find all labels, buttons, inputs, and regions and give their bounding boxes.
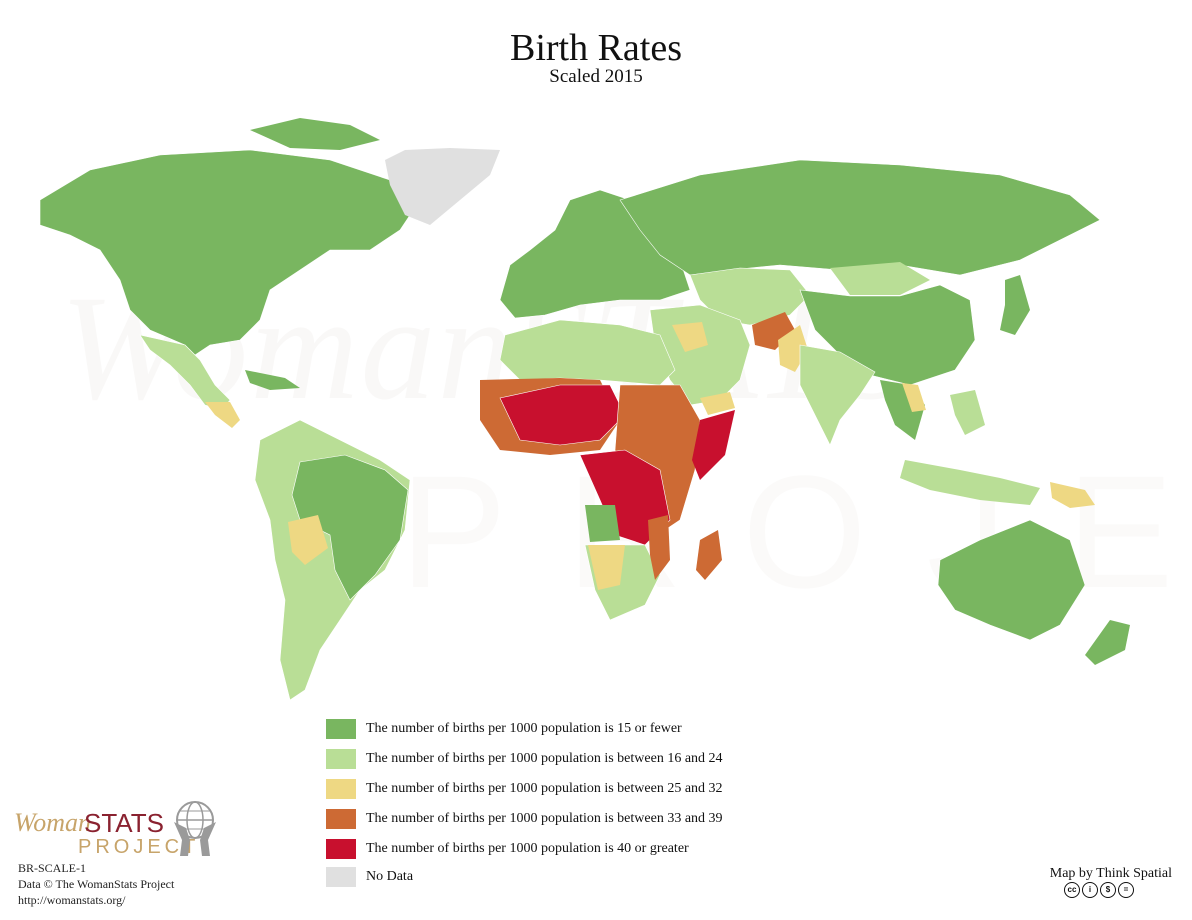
region-angola xyxy=(585,505,620,542)
region-laos xyxy=(902,383,926,412)
region-caribbean xyxy=(245,370,300,390)
globe-hands-icon xyxy=(174,801,216,856)
legend-label: The number of births per 1000 population… xyxy=(366,751,723,766)
logo-woman-text: Woman xyxy=(14,808,92,837)
region-central-america xyxy=(205,402,240,428)
region-central-asia xyxy=(689,267,811,326)
legend-swatch xyxy=(326,779,356,799)
logo-stats-text: STATS xyxy=(84,808,164,838)
data-credit: Data © The WomanStats Project xyxy=(18,877,175,891)
map-code: BR-SCALE-1 xyxy=(18,861,87,875)
website-link[interactable]: http://womanstats.org/ xyxy=(18,893,126,907)
map-subtitle: Scaled 2015 xyxy=(549,66,643,87)
region-mozambique xyxy=(648,515,670,580)
map-footer-info: BR-SCALE-1 Data © The WomanStats Project… xyxy=(18,860,174,908)
region-australia xyxy=(937,519,1086,641)
region-russia xyxy=(619,159,1101,276)
region-yemen xyxy=(700,392,735,415)
region-bolivia xyxy=(288,515,328,565)
region-indonesia xyxy=(900,460,1040,505)
womanstats-logo: Woman STATS PROJECT xyxy=(14,798,224,860)
legend-label: The number of births per 1000 population… xyxy=(366,721,682,736)
region-iraq xyxy=(672,322,708,352)
region-mexico xyxy=(139,334,231,411)
region-philippines xyxy=(950,390,985,435)
legend-label: The number of births per 1000 population… xyxy=(366,811,723,826)
legend-swatch xyxy=(326,809,356,829)
region-arctic-islands xyxy=(250,118,380,150)
region-papua xyxy=(1050,482,1095,508)
nd-icon: = xyxy=(1118,882,1134,898)
region-new-zealand xyxy=(1085,620,1130,665)
region-india xyxy=(799,344,876,446)
region-namibia-botswana xyxy=(588,545,625,590)
map-title: Birth Rates xyxy=(509,27,683,69)
region-japan xyxy=(1000,275,1030,335)
legend-swatch xyxy=(326,749,356,769)
legend-label: No Data xyxy=(366,869,414,884)
region-madagascar xyxy=(696,530,722,580)
nc-icon: $ xyxy=(1100,882,1116,898)
legend-label: The number of births per 1000 population… xyxy=(366,841,689,856)
by-icon: i xyxy=(1082,882,1098,898)
region-mongolia xyxy=(830,262,930,295)
logo-project-text: PROJECT xyxy=(78,836,200,858)
legend-label: The number of births per 1000 population… xyxy=(366,781,723,796)
cc-icon: cc xyxy=(1064,882,1080,898)
region-greenland xyxy=(385,148,500,225)
legend-swatch xyxy=(326,719,356,739)
legend-swatch xyxy=(326,867,356,887)
legend-swatch xyxy=(326,839,356,859)
region-somalia xyxy=(692,410,735,480)
region-north-africa xyxy=(499,319,676,386)
creative-commons-badges: cc i $ = xyxy=(1064,882,1134,898)
region-china xyxy=(799,284,976,386)
region-north-america xyxy=(39,149,421,356)
region-sahel xyxy=(499,384,626,446)
map-credit: Map by Think Spatial xyxy=(1049,866,1172,881)
region-brazil xyxy=(291,454,409,601)
